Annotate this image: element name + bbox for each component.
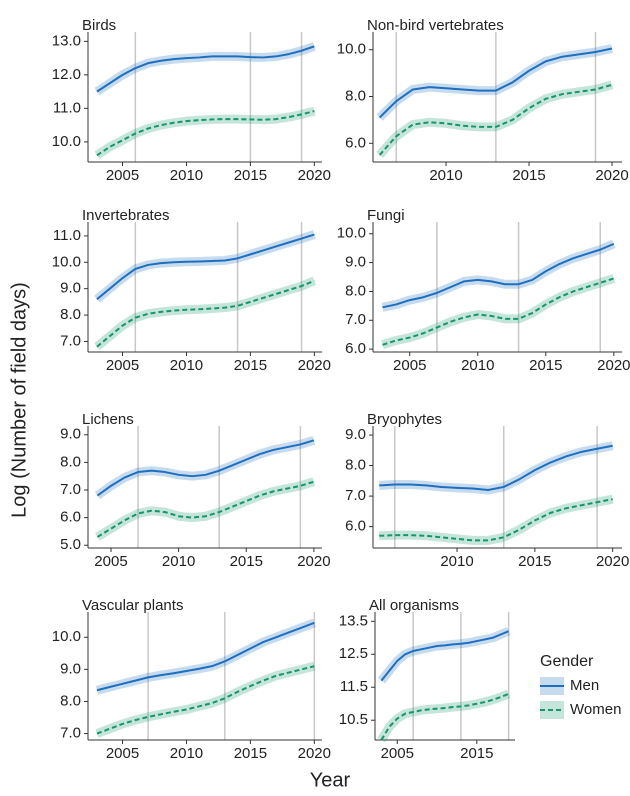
x-axis-label: Year <box>310 769 351 791</box>
y-tick-label: 6.0 <box>345 134 366 151</box>
y-tick-label: 7.0 <box>345 487 366 504</box>
x-tick-label: 2010 <box>440 553 473 570</box>
x-tick-label: 2015 <box>518 553 551 570</box>
y-tick-label: 8.0 <box>60 453 81 470</box>
x-tick-label: 2005 <box>106 357 139 374</box>
y-tick-label: 6.0 <box>60 509 81 526</box>
x-tick-label: 2010 <box>170 745 203 762</box>
panel-title: Birds <box>82 17 116 34</box>
x-tick-label: 2010 <box>429 167 462 184</box>
y-tick-label: 8.0 <box>60 306 81 323</box>
y-tick-label: 11.0 <box>53 227 81 244</box>
x-tick-label: 2005 <box>106 167 139 184</box>
y-tick-label: 8.0 <box>345 457 366 474</box>
panel-title: Non-bird vertebrates <box>367 17 504 34</box>
confidence-band <box>97 623 314 690</box>
y-tick-label: 9.0 <box>60 280 81 297</box>
x-tick-label: 2015 <box>230 553 263 570</box>
legend-label: Women <box>570 701 621 718</box>
y-tick-label: 13.0 <box>52 32 81 49</box>
y-tick-label: 6.0 <box>345 340 366 357</box>
panel-title: Bryophytes <box>367 411 442 428</box>
y-tick-label: 10.0 <box>52 133 81 150</box>
y-tick-label: 9.0 <box>60 660 81 677</box>
y-tick-label: 10.0 <box>337 225 366 242</box>
y-tick-label: 12.5 <box>339 645 368 662</box>
x-tick-label: 2020 <box>298 745 331 762</box>
confidence-band <box>97 281 314 347</box>
y-tick-label: 8.0 <box>345 87 366 104</box>
x-tick-label: 2015 <box>529 357 562 374</box>
confidence-band <box>379 499 612 540</box>
panel-title: All organisms <box>369 597 459 614</box>
panel-title: Invertebrates <box>82 207 170 224</box>
legend-label: Men <box>570 677 599 694</box>
y-tick-label: 11.0 <box>53 99 81 116</box>
panel-title: Lichens <box>82 411 134 428</box>
y-tick-label: 8.0 <box>60 692 81 709</box>
y-tick-label: 10.0 <box>337 41 366 58</box>
y-tick-label: 13.5 <box>339 612 368 629</box>
x-tick-label: 2015 <box>512 167 545 184</box>
x-tick-label: 2020 <box>597 357 630 374</box>
confidence-band <box>97 46 314 91</box>
x-tick-label: 2020 <box>595 167 628 184</box>
y-tick-label: 11.5 <box>340 678 368 695</box>
y-tick-label: 12.0 <box>52 66 81 83</box>
panel-title: Vascular plants <box>82 597 183 614</box>
y-tick-label: 5.0 <box>60 536 81 553</box>
x-tick-label: 2010 <box>461 357 494 374</box>
y-tick-label: 10.0 <box>52 628 81 645</box>
y-tick-label: 10.5 <box>339 711 368 728</box>
y-tick-label: 6.0 <box>345 518 366 535</box>
x-tick-label: 2020 <box>596 553 629 570</box>
x-tick-label: 2020 <box>298 167 331 184</box>
y-tick-label: 7.0 <box>60 725 81 742</box>
x-tick-label: 2015 <box>234 167 267 184</box>
x-tick-label: 2005 <box>393 357 426 374</box>
x-tick-label: 2015 <box>234 745 267 762</box>
y-tick-label: 7.0 <box>60 332 81 349</box>
figure: Log (Number of field days) Year Gender B… <box>0 0 630 796</box>
x-tick-label: 2005 <box>94 553 127 570</box>
y-axis-label: Log (Number of field days) <box>8 282 30 518</box>
x-tick-label: 2005 <box>381 745 414 762</box>
legend-title: Gender <box>540 653 594 670</box>
x-tick-label: 2005 <box>106 745 139 762</box>
x-tick-label: 2015 <box>234 357 267 374</box>
y-tick-label: 7.0 <box>345 311 366 328</box>
confidence-band <box>97 666 314 733</box>
x-tick-label: 2020 <box>298 357 331 374</box>
x-tick-label: 2010 <box>162 553 195 570</box>
y-tick-label: 9.0 <box>345 254 366 271</box>
panel-title: Fungi <box>367 207 405 224</box>
y-tick-label: 9.0 <box>60 426 81 443</box>
x-tick-label: 2015 <box>460 745 493 762</box>
series-line <box>97 482 313 537</box>
x-tick-label: 2020 <box>297 553 330 570</box>
y-tick-label: 7.0 <box>60 481 81 498</box>
y-tick-label: 9.0 <box>345 426 366 443</box>
x-tick-label: 2010 <box>170 357 203 374</box>
x-tick-label: 2010 <box>170 167 203 184</box>
y-tick-label: 10.0 <box>52 253 81 270</box>
y-tick-label: 8.0 <box>345 282 366 299</box>
